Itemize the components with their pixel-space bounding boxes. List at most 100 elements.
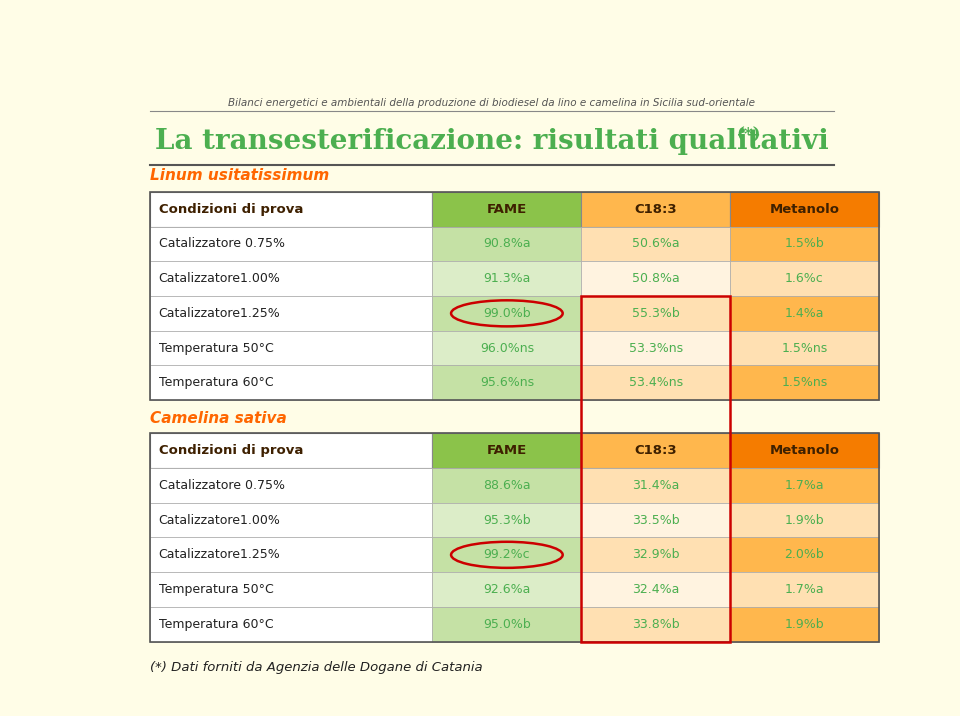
Bar — [150, 538, 432, 572]
Bar — [581, 331, 731, 365]
Text: 88.6%a: 88.6%a — [483, 479, 531, 492]
Text: Catalizzatore 0.75%: Catalizzatore 0.75% — [158, 479, 285, 492]
Bar — [581, 468, 731, 503]
Text: 1.4%a: 1.4%a — [784, 307, 825, 320]
Text: 31.4%a: 31.4%a — [632, 479, 680, 492]
Text: FAME: FAME — [487, 444, 527, 457]
Bar — [581, 261, 731, 296]
Text: 1.9%b: 1.9%b — [784, 618, 825, 631]
Text: La transesterificazione: risultati qualitativi: La transesterificazione: risultati quali… — [156, 127, 828, 155]
Text: Linum usitatissimum: Linum usitatissimum — [150, 168, 329, 183]
Text: 1.5%ns: 1.5%ns — [781, 377, 828, 390]
Text: 55.3%b: 55.3%b — [632, 307, 680, 320]
Text: 95.6%ns: 95.6%ns — [480, 377, 534, 390]
Bar — [731, 433, 879, 468]
Text: Catalizzatore1.25%: Catalizzatore1.25% — [158, 548, 280, 561]
Bar — [150, 572, 432, 607]
Bar — [731, 503, 879, 538]
Bar — [581, 572, 731, 607]
Text: 95.0%b: 95.0%b — [483, 618, 531, 631]
Text: Catalizzatore1.00%: Catalizzatore1.00% — [158, 272, 280, 285]
Bar — [581, 192, 731, 226]
Bar — [432, 538, 581, 572]
Text: (*) Dati forniti da Agenzia delle Dogane di Catania: (*) Dati forniti da Agenzia delle Dogane… — [150, 661, 482, 674]
Bar — [731, 226, 879, 261]
Text: Catalizzatore1.25%: Catalizzatore1.25% — [158, 307, 280, 320]
Bar — [150, 261, 432, 296]
Text: 1.5%b: 1.5%b — [784, 238, 825, 251]
Bar — [150, 433, 432, 468]
Bar — [432, 607, 581, 642]
Bar — [432, 226, 581, 261]
Text: Temperatura 50°C: Temperatura 50°C — [158, 342, 274, 354]
Bar — [432, 296, 581, 331]
Text: C18:3: C18:3 — [635, 203, 677, 216]
Bar — [150, 192, 879, 400]
Bar — [150, 331, 432, 365]
Text: Condizioni di prova: Condizioni di prova — [158, 444, 303, 457]
Bar — [731, 365, 879, 400]
Text: 95.3%b: 95.3%b — [483, 513, 531, 526]
Text: Catalizzatore1.00%: Catalizzatore1.00% — [158, 513, 280, 526]
Text: 50.6%a: 50.6%a — [632, 238, 680, 251]
Bar — [581, 296, 731, 331]
Bar — [731, 331, 879, 365]
Bar — [731, 572, 879, 607]
Bar — [581, 226, 731, 261]
Bar — [150, 607, 432, 642]
Text: Catalizzatore 0.75%: Catalizzatore 0.75% — [158, 238, 285, 251]
Bar — [150, 192, 432, 226]
Text: C18:3: C18:3 — [635, 444, 677, 457]
Bar — [731, 607, 879, 642]
Text: 33.8%b: 33.8%b — [632, 618, 680, 631]
Text: 53.3%ns: 53.3%ns — [629, 342, 683, 354]
Bar — [731, 192, 879, 226]
Bar — [432, 192, 581, 226]
Text: 92.6%a: 92.6%a — [483, 583, 531, 596]
Text: 53.4%ns: 53.4%ns — [629, 377, 683, 390]
Text: 99.2%c: 99.2%c — [484, 548, 530, 561]
Bar — [150, 365, 432, 400]
Bar — [432, 503, 581, 538]
Text: 1.9%b: 1.9%b — [784, 513, 825, 526]
Text: (*): (*) — [736, 126, 760, 143]
Text: Temperatura 60°C: Temperatura 60°C — [158, 377, 274, 390]
Text: Condizioni di prova: Condizioni di prova — [158, 203, 303, 216]
Text: 1.6%c: 1.6%c — [785, 272, 824, 285]
Bar — [581, 433, 731, 468]
Text: 33.5%b: 33.5%b — [632, 513, 680, 526]
Bar — [150, 503, 432, 538]
Bar — [150, 468, 432, 503]
Bar — [150, 226, 432, 261]
Text: 91.3%a: 91.3%a — [483, 272, 531, 285]
Bar — [731, 468, 879, 503]
Text: 2.0%b: 2.0%b — [784, 548, 825, 561]
Bar — [432, 433, 581, 468]
Text: Temperatura 60°C: Temperatura 60°C — [158, 618, 274, 631]
Bar — [581, 538, 731, 572]
Text: 1.7%a: 1.7%a — [784, 479, 825, 492]
Text: 90.8%a: 90.8%a — [483, 238, 531, 251]
Bar — [581, 365, 731, 400]
Bar — [731, 296, 879, 331]
Text: 50.8%a: 50.8%a — [632, 272, 680, 285]
Bar — [731, 261, 879, 296]
Bar — [581, 296, 731, 642]
Bar — [432, 331, 581, 365]
Bar — [432, 365, 581, 400]
Bar — [581, 607, 731, 642]
Text: 1.5%ns: 1.5%ns — [781, 342, 828, 354]
Text: 1.7%a: 1.7%a — [784, 583, 825, 596]
Text: FAME: FAME — [487, 203, 527, 216]
Text: 32.9%b: 32.9%b — [632, 548, 680, 561]
Text: Camelina sativa: Camelina sativa — [150, 411, 286, 426]
Text: 96.0%ns: 96.0%ns — [480, 342, 534, 354]
Text: Temperatura 50°C: Temperatura 50°C — [158, 583, 274, 596]
Bar — [432, 468, 581, 503]
Text: Bilanci energetici e ambientali della produzione di biodiesel da lino e camelina: Bilanci energetici e ambientali della pr… — [228, 98, 756, 108]
Bar — [150, 296, 432, 331]
Text: Metanolo: Metanolo — [770, 203, 839, 216]
Bar — [731, 538, 879, 572]
Text: 99.0%b: 99.0%b — [483, 307, 531, 320]
Bar — [150, 433, 879, 642]
